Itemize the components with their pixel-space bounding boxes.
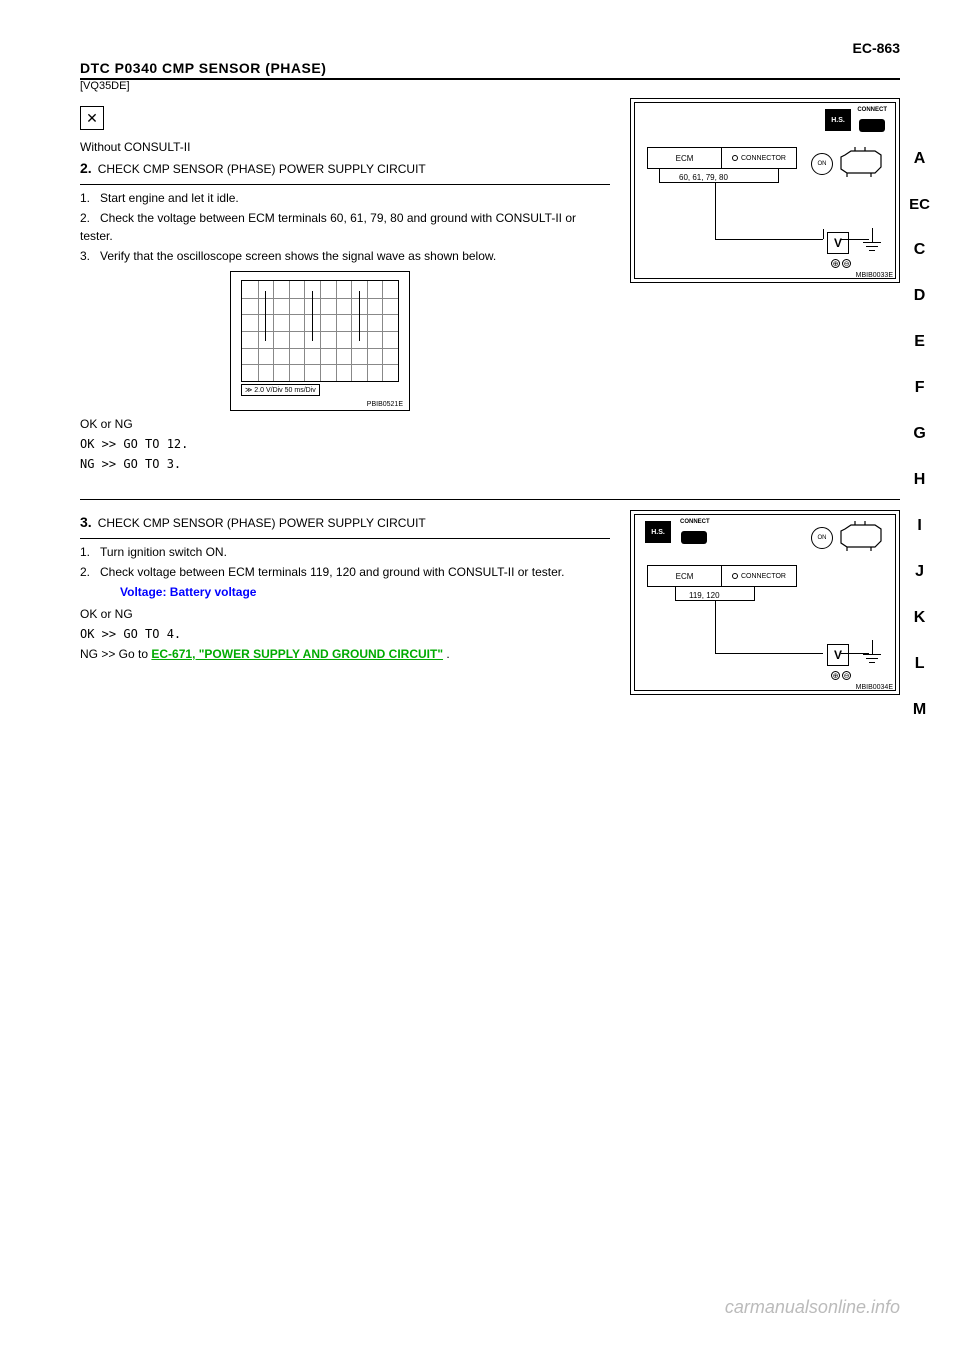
hs-icon: H.S. [825, 109, 851, 131]
step3-line2: 2.Check voltage between ECM terminals 11… [80, 563, 610, 581]
step3-label: CHECK CMP SENSOR (PHASE) POWER SUPPLY CI… [98, 516, 426, 530]
engine-icon [837, 521, 885, 551]
side-tab-i: I [917, 517, 921, 535]
oscilloscope-diagram: ≫ 2.0 V/Div 50 ms/Div PBIB0521E [230, 271, 410, 411]
side-tab-f: F [915, 379, 925, 397]
scope-scale-label: ≫ 2.0 V/Div 50 ms/Div [241, 384, 320, 396]
separator [80, 499, 900, 500]
pin-numbers: 119, 120 [689, 591, 720, 600]
step3-ng: NG >> Go to EC-671, "POWER SUPPLY AND GR… [80, 647, 610, 661]
voltage-spec: Voltage: Battery voltage [120, 583, 610, 601]
step2-ok: OK >> GO TO 12. [80, 437, 610, 451]
side-tab-l: L [915, 655, 925, 673]
cross-ref-link[interactable]: EC-671, "POWER SUPPLY AND GROUND CIRCUIT… [151, 647, 443, 661]
side-tab-ec: EC [909, 196, 930, 213]
engine-icon [837, 147, 885, 177]
hs-icon: H.S. [645, 521, 671, 543]
diagram1: CONNECT H.S. ON ECM CONNECTOR 60, 61, 79… [630, 98, 900, 283]
ignition-on-icon: ON [811, 527, 833, 549]
connector-icon [681, 531, 707, 544]
connector-icon [859, 119, 885, 132]
diagram2-caption: MBIB0034E [856, 684, 893, 691]
side-tab-k: K [914, 609, 926, 627]
step2-number: 2. [80, 160, 92, 176]
watermark: carmanualsonline.info [725, 1297, 900, 1318]
connect-label: CONNECT [857, 107, 887, 113]
section-label: [VQ35DE] [80, 80, 900, 92]
ground-icon [863, 640, 883, 668]
side-tab-a: A [914, 150, 926, 168]
side-tab-d: D [914, 287, 926, 305]
step2-line3: 3.Verify that the oscilloscope screen sh… [80, 247, 610, 265]
side-tab-m: M [913, 701, 926, 719]
voltmeter-icon: V [827, 232, 849, 254]
plus-terminal: ⊕ [831, 259, 840, 268]
page-number: EC-863 [80, 40, 900, 56]
step2-okng: OK or NG [80, 417, 610, 431]
ground-icon [863, 228, 883, 256]
without-consult-label: Without CONSULT-II [80, 138, 610, 156]
voltmeter-icon: V [827, 644, 849, 666]
pin-numbers: 60, 61, 79, 80 [679, 173, 728, 182]
dtc-title: DTC P0340 CMP SENSOR (PHASE) [80, 60, 326, 76]
ignition-on-icon: ON [811, 153, 833, 175]
step2-label: CHECK CMP SENSOR (PHASE) POWER SUPPLY CI… [98, 162, 426, 176]
divider [80, 538, 610, 539]
side-tab-c: C [914, 241, 926, 259]
minus-terminal: ⊖ [842, 671, 851, 680]
step3-line1: 1.Turn ignition switch ON. [80, 543, 610, 561]
connect-label: CONNECT [680, 519, 710, 525]
tool-icon: ✕ [80, 106, 104, 130]
side-tab-g: G [913, 425, 925, 443]
step2-line1: 1.Start engine and let it idle. [80, 189, 610, 207]
side-tab-h: H [914, 471, 926, 489]
step3-okng: OK or NG [80, 607, 610, 621]
ecm-connector-box: ECM CONNECTOR [647, 147, 797, 169]
side-tab-e: E [914, 333, 925, 351]
step3-number: 3. [80, 514, 92, 530]
diagram1-caption: MBIB0033E [856, 272, 893, 279]
plus-terminal: ⊕ [831, 671, 840, 680]
ecm-connector-box: ECM CONNECTOR [647, 565, 797, 587]
scope-caption: PBIB0521E [367, 401, 403, 408]
step2-line2: 2.Check the voltage between ECM terminal… [80, 209, 610, 245]
divider [80, 184, 610, 185]
minus-terminal: ⊖ [842, 259, 851, 268]
side-tab-j: J [915, 563, 924, 581]
step2-ng: NG >> GO TO 3. [80, 457, 610, 471]
step3-ok: OK >> GO TO 4. [80, 627, 610, 641]
diagram2: CONNECT H.S. ON ECM CONNECTOR 119, 120 V… [630, 510, 900, 695]
